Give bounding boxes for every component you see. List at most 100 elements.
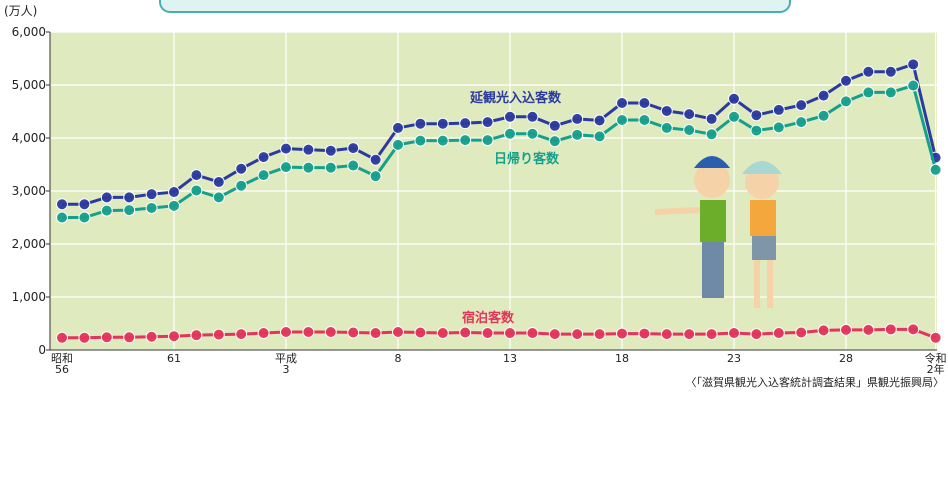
x-tick-label: 23 [727, 352, 741, 365]
marker [414, 134, 427, 147]
marker [660, 328, 673, 341]
x-tick-label: 28 [839, 352, 853, 365]
marker [750, 124, 763, 137]
marker [548, 119, 561, 132]
marker [526, 127, 539, 140]
marker [705, 328, 718, 341]
kids [654, 156, 782, 308]
marker [414, 326, 427, 339]
marker [616, 97, 628, 110]
marker [795, 326, 808, 339]
marker [660, 121, 673, 134]
marker [840, 74, 852, 87]
marker [459, 134, 472, 147]
marker [862, 86, 875, 99]
marker [459, 117, 472, 130]
marker [862, 65, 875, 78]
marker [683, 124, 696, 137]
marker [884, 323, 897, 336]
marker [100, 331, 113, 344]
marker [369, 170, 382, 183]
y-tick-label: 4,000 [12, 131, 46, 145]
marker [504, 127, 516, 140]
marker [616, 327, 628, 340]
y-tick-label: 3,000 [12, 184, 46, 198]
marker [100, 204, 113, 217]
marker [56, 331, 68, 344]
marker [145, 201, 158, 214]
marker [145, 188, 158, 201]
marker [436, 327, 449, 340]
y-tick-label: 2,000 [12, 237, 46, 251]
marker [817, 89, 830, 102]
marker [56, 211, 68, 224]
marker [190, 169, 203, 182]
marker [705, 112, 718, 125]
series-label: 日帰り客数 [494, 151, 560, 167]
marker [772, 103, 785, 116]
marker [190, 329, 203, 342]
marker [907, 58, 920, 71]
marker [436, 134, 449, 147]
marker [750, 109, 763, 122]
marker [280, 325, 292, 338]
marker [840, 95, 852, 108]
x-tick-label: 令和 2年 [925, 351, 947, 376]
marker [481, 327, 494, 340]
marker [638, 327, 651, 340]
marker [884, 65, 897, 78]
marker [638, 113, 651, 126]
marker [884, 86, 897, 99]
marker [78, 211, 91, 224]
marker [862, 323, 875, 336]
marker [929, 331, 942, 344]
x-tick-label: 平成 3 [275, 352, 297, 376]
marker [56, 198, 68, 211]
series-label: 延観光入込客数 [469, 90, 562, 106]
marker [817, 109, 830, 122]
y-axis-title: (万人) [4, 4, 37, 18]
marker [683, 108, 696, 121]
marker [683, 328, 696, 341]
series-line [62, 327, 937, 340]
marker [123, 191, 136, 204]
marker [728, 92, 740, 105]
marker [302, 161, 315, 174]
y-tick-label: 6,000 [12, 25, 46, 39]
marker [817, 324, 830, 337]
marker [548, 135, 561, 148]
marker [302, 325, 315, 338]
marker [392, 138, 404, 151]
source: 〈「滋賀県観光入込客統計調査結果」県観光振興局〉 [686, 375, 945, 389]
y-tick-label: 5,000 [12, 78, 46, 92]
marker [145, 330, 158, 343]
marker [840, 323, 852, 336]
marker [190, 184, 203, 197]
marker [593, 130, 606, 143]
marker [212, 328, 225, 341]
marker [638, 97, 651, 110]
marker [212, 175, 225, 188]
series-line [62, 62, 938, 206]
x-tick-label: 61 [167, 352, 181, 365]
marker [772, 121, 785, 134]
marker [347, 159, 360, 172]
marker [78, 331, 91, 344]
banner [159, 0, 791, 13]
marker [571, 112, 584, 125]
marker [123, 204, 136, 217]
marker [571, 328, 584, 341]
marker [436, 117, 449, 130]
y-tick-label: 0 [38, 343, 46, 357]
marker [660, 104, 673, 117]
marker [235, 179, 248, 192]
marker [212, 191, 225, 204]
x-tick-label: 昭和 56 [51, 352, 73, 376]
marker [795, 116, 808, 129]
marker [548, 328, 561, 341]
marker [772, 327, 785, 340]
marker [481, 116, 494, 129]
marker [616, 113, 628, 126]
